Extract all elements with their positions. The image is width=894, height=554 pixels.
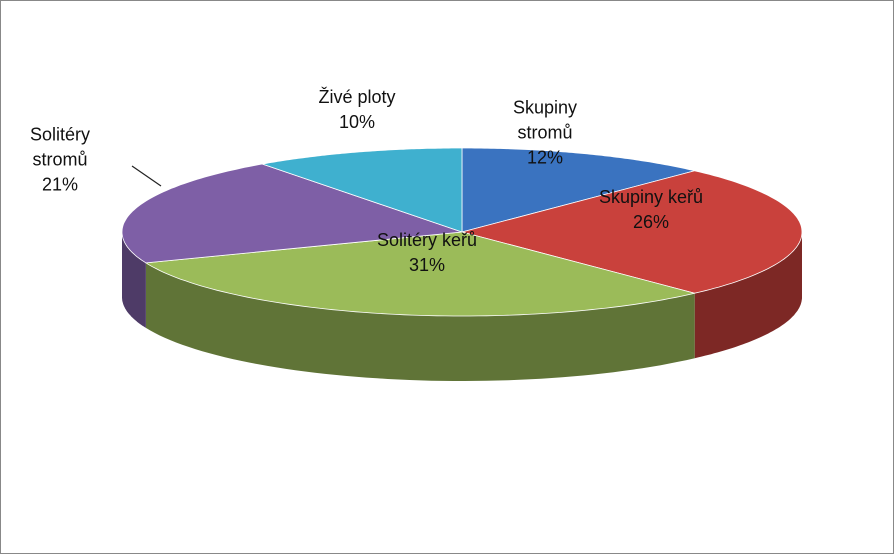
slice-side xyxy=(145,262,695,381)
label-value: 31% xyxy=(408,255,446,275)
slice xyxy=(460,170,803,294)
data-label: Solitéry stromů 21% xyxy=(10,123,110,198)
data-label: Skupiny stromů 12% xyxy=(490,96,600,171)
slice xyxy=(121,163,463,264)
label-value: 26% xyxy=(632,212,670,232)
slice-side xyxy=(694,232,802,359)
data-label: Živé ploty 10% xyxy=(292,85,422,135)
label-name: Živé ploty xyxy=(318,87,396,107)
slice xyxy=(461,147,697,233)
label-value: 21% xyxy=(41,174,79,195)
slice-side xyxy=(122,232,146,328)
label-value: 10% xyxy=(338,112,376,132)
label-name: Solitéry stromů xyxy=(29,124,91,170)
label-value: 12% xyxy=(526,147,564,168)
label-name: Skupiny stromů xyxy=(512,97,578,143)
label-name: Skupiny keřů xyxy=(598,187,704,207)
label-name: Solitéry keřů xyxy=(376,230,478,250)
slice xyxy=(262,147,463,233)
data-label: Solitéry keřů 31% xyxy=(347,228,507,278)
slice xyxy=(144,231,695,317)
leader-line xyxy=(131,165,162,187)
data-label: Skupiny keřů 26% xyxy=(576,185,726,235)
